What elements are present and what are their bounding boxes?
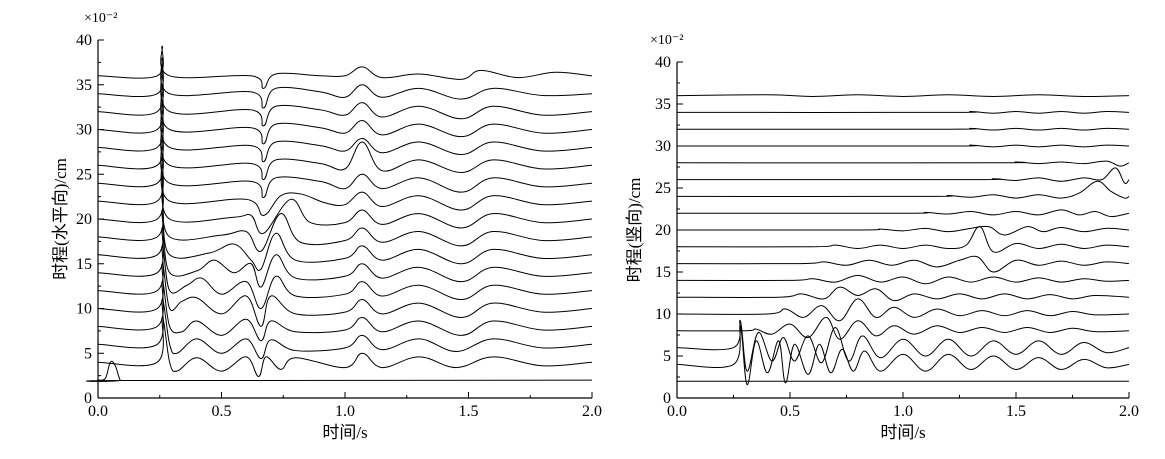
trace-line-7 xyxy=(676,274,1130,285)
y-scale-label: ×10⁻² xyxy=(650,33,683,48)
y-tick-label: 35 xyxy=(655,96,671,113)
y-tick-label: 25 xyxy=(655,180,671,197)
trace-line-12 xyxy=(676,180,1130,199)
y-tick-label: 10 xyxy=(655,306,671,323)
trace-line-18 xyxy=(97,45,593,89)
y-tick-label: 10 xyxy=(76,301,92,318)
x-axis-title: 时间/s xyxy=(322,423,367,442)
trace-line-5 xyxy=(676,298,1130,322)
x-tick-label: 2.0 xyxy=(1119,403,1139,420)
x-tick-label: 1.0 xyxy=(335,403,355,420)
trace-line-7 xyxy=(97,227,593,288)
y-tick-label: 20 xyxy=(76,211,92,228)
trace-line-10 xyxy=(97,173,593,235)
y-tick-label: 40 xyxy=(655,54,671,71)
y-tick-label: 40 xyxy=(76,32,92,49)
x-axis-title: 时间/s xyxy=(880,423,925,442)
x-tick-label: 0.5 xyxy=(780,403,800,420)
trace-line-18 xyxy=(676,94,1130,97)
y-scale-label: ×10⁻² xyxy=(84,11,117,26)
y-tick-label: 20 xyxy=(655,222,671,239)
y-tick-label: 25 xyxy=(76,166,92,183)
horizontal-displacement-chart: 0.0 0.5 1.0 1.5 2.0 0 5 10 15 20 25 30 35 40 ×10⁻² 时间/s… xyxy=(51,11,602,442)
y-axis-title: 时程(竖向)/cm xyxy=(625,178,644,283)
trace-line-3 xyxy=(676,319,1130,372)
y-tick-label: 5 xyxy=(663,348,671,365)
y-tick-label: 30 xyxy=(76,122,92,139)
trace-line-3 xyxy=(97,299,593,360)
trace-line-8 xyxy=(97,209,593,271)
y-tick-label: 30 xyxy=(655,138,671,155)
trace-line-8 xyxy=(676,255,1130,273)
y-tick-label: 0 xyxy=(84,390,92,407)
trace-line-17 xyxy=(676,111,1130,114)
trace-line-12 xyxy=(97,137,593,199)
trace-line-9 xyxy=(97,191,593,252)
x-tick-label: 0.0 xyxy=(88,403,108,420)
y-axis-title: 时程(水平向)/cm xyxy=(51,158,70,280)
x-tick-label: 0.0 xyxy=(667,403,687,420)
y-tick-label: 35 xyxy=(76,77,92,94)
trace-line-4 xyxy=(97,281,593,342)
trace-line-9 xyxy=(676,226,1130,253)
trace-line-14 xyxy=(97,102,593,163)
x-tick-label: 1.0 xyxy=(893,403,913,420)
x-tick-label: 1.5 xyxy=(1006,403,1026,420)
trace-line-2 xyxy=(97,316,593,378)
trace-line-1 xyxy=(86,360,593,382)
trace-line-10 xyxy=(676,225,1130,236)
trace-line-11 xyxy=(97,155,593,216)
trace-line-6 xyxy=(676,286,1130,302)
y-tick-label: 5 xyxy=(84,345,92,362)
y-tick-label: 0 xyxy=(663,390,671,407)
x-tick-label: 0.5 xyxy=(212,403,232,420)
x-tick-label: 1.5 xyxy=(459,403,479,420)
trace-line-13 xyxy=(676,167,1130,184)
y-tick-label: 15 xyxy=(76,256,92,273)
trace-line-15 xyxy=(97,84,593,145)
trace-line-11 xyxy=(676,209,1130,218)
trace-line-2 xyxy=(676,325,1130,386)
x-tick-label: 2.0 xyxy=(582,403,602,420)
trace-line-13 xyxy=(97,120,593,181)
trace-line-5 xyxy=(97,263,593,327)
trace-line-15 xyxy=(676,144,1130,148)
y-tick-label: 15 xyxy=(655,264,671,281)
trace-line-14 xyxy=(676,160,1130,167)
trace-line-16 xyxy=(676,127,1130,131)
trace-line-17 xyxy=(97,57,593,109)
trace-line-4 xyxy=(676,316,1130,340)
trace-line-16 xyxy=(97,66,593,127)
vertical-displacement-chart: 0.0 0.5 1.0 1.5 2.0 0 5 10 15 20 25 30 35 40 ×10⁻² 时间/s… xyxy=(625,33,1139,442)
trace-line-6 xyxy=(97,245,593,309)
